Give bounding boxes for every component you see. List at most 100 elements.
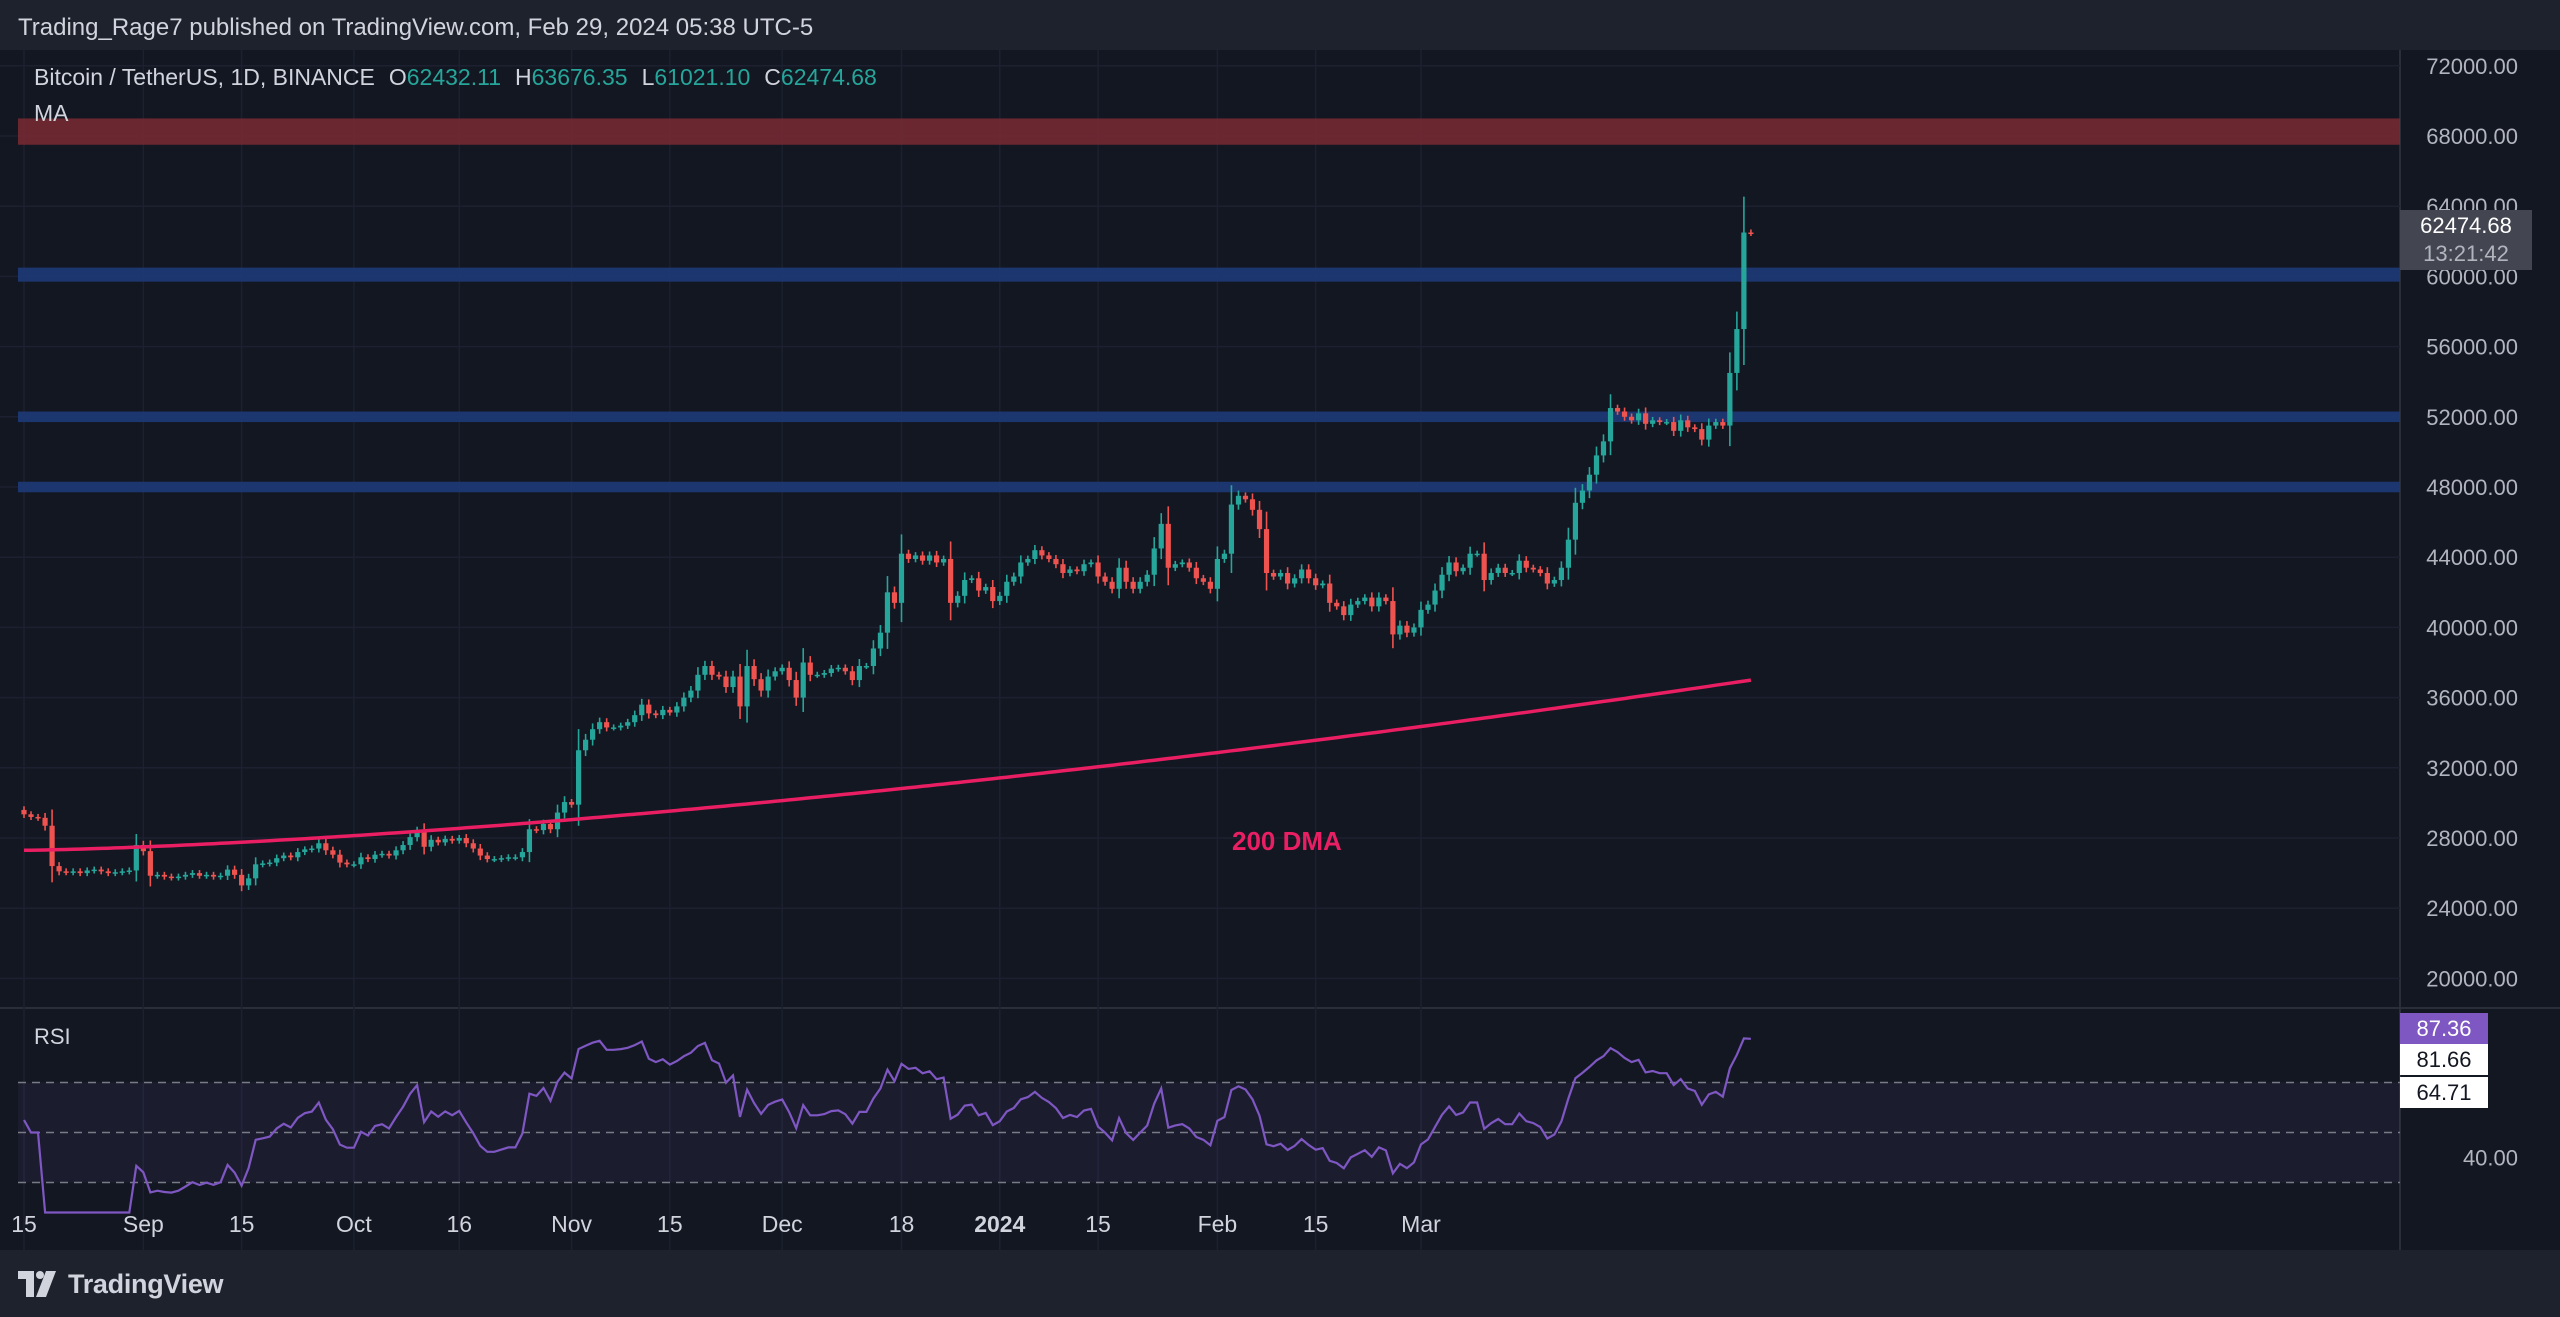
candle[interactable] [1137,581,1143,589]
candle[interactable] [758,679,764,691]
candle[interactable] [934,555,940,563]
candle[interactable] [49,825,55,867]
candle[interactable] [1186,562,1192,568]
candle[interactable] [512,857,518,859]
candle[interactable] [161,874,167,877]
candle[interactable] [919,555,926,561]
candle[interactable] [1151,548,1157,575]
candle[interactable] [1530,567,1536,570]
candle[interactable] [1481,553,1487,581]
candle[interactable] [1593,455,1600,475]
candle[interactable] [575,750,582,805]
candle[interactable] [1242,495,1249,500]
candle[interactable] [1397,625,1403,635]
rsi-indicator-label[interactable]: RSI [34,1024,71,1049]
candle[interactable] [1088,562,1094,565]
tradingview-brand[interactable]: TradingView [18,1266,224,1302]
candle[interactable] [1383,597,1389,602]
candle[interactable] [1228,504,1235,554]
candle[interactable] [828,668,834,674]
candle[interactable] [1158,523,1164,549]
candle[interactable] [976,578,982,591]
candle[interactable] [849,671,855,681]
candle[interactable] [1460,567,1466,572]
candle[interactable] [1558,567,1564,581]
candle[interactable] [1495,567,1501,573]
candle[interactable] [1404,625,1410,633]
candle[interactable] [435,839,441,843]
candle[interactable] [955,595,961,603]
candle[interactable] [1256,509,1263,530]
candle[interactable] [1734,329,1740,373]
candle[interactable] [905,553,912,559]
candle[interactable] [224,869,231,876]
candle[interactable] [674,706,680,713]
candle[interactable] [393,850,399,856]
candle[interactable] [463,838,469,844]
candle[interactable] [1586,474,1593,491]
candle[interactable] [414,830,420,838]
candle[interactable] [98,869,104,872]
candle[interactable] [1418,609,1424,628]
candle[interactable] [1018,562,1024,577]
candle[interactable] [1074,569,1080,572]
candle[interactable] [302,849,308,853]
candle[interactable] [1221,553,1228,559]
candle[interactable] [1692,427,1698,430]
candle[interactable] [1720,422,1726,426]
candle[interactable] [1523,560,1529,568]
candle[interactable] [1046,555,1052,559]
candle[interactable] [856,666,862,681]
candle[interactable] [547,823,554,830]
candle[interactable] [597,722,603,730]
candle[interactable] [386,853,392,856]
candle[interactable] [1614,408,1621,412]
support-zone[interactable] [18,411,2400,423]
candle[interactable] [196,873,203,876]
candle[interactable] [632,715,638,723]
candle[interactable] [744,666,750,707]
candle[interactable] [274,858,280,863]
candle[interactable] [1025,558,1031,563]
candle[interactable] [84,870,90,874]
candle[interactable] [646,704,652,714]
candle[interactable] [1355,601,1361,605]
candle[interactable] [1657,420,1663,423]
candle[interactable] [126,870,132,872]
candle[interactable] [1411,627,1417,633]
candle[interactable] [1432,590,1438,605]
candle[interactable] [1292,578,1298,584]
candle[interactable] [590,729,596,740]
candle[interactable] [702,666,708,675]
candle[interactable] [295,852,301,858]
candle[interactable] [1348,604,1354,616]
candle[interactable] [1320,583,1326,586]
candle[interactable] [1249,499,1256,510]
candle[interactable] [793,680,799,698]
ma-indicator-label[interactable]: MA [34,100,69,126]
candle[interactable] [1446,562,1452,575]
candle[interactable] [1235,495,1242,505]
ma-200-line[interactable] [23,678,1752,853]
candle[interactable] [1706,425,1712,440]
candle[interactable] [723,676,729,688]
candle[interactable] [1572,502,1579,540]
candle[interactable] [695,674,701,691]
candle[interactable] [611,727,617,729]
candle[interactable] [1509,572,1515,575]
candle[interactable] [1488,572,1494,581]
candle[interactable] [456,838,462,841]
price-chart[interactable]: 72000.0068000.0064000.0060000.0056000.00… [0,50,2560,1250]
candle[interactable] [477,848,483,856]
rsi-pane[interactable] [0,1010,2560,1250]
candle[interactable] [997,595,1003,602]
candle[interactable] [583,739,589,751]
candle[interactable] [681,697,687,707]
candle[interactable] [330,850,336,855]
candle[interactable] [147,851,153,876]
candle[interactable] [70,871,76,873]
candle[interactable] [1727,372,1733,426]
candle[interactable] [751,666,757,680]
candle[interactable] [716,674,722,677]
candle[interactable] [1369,597,1375,607]
